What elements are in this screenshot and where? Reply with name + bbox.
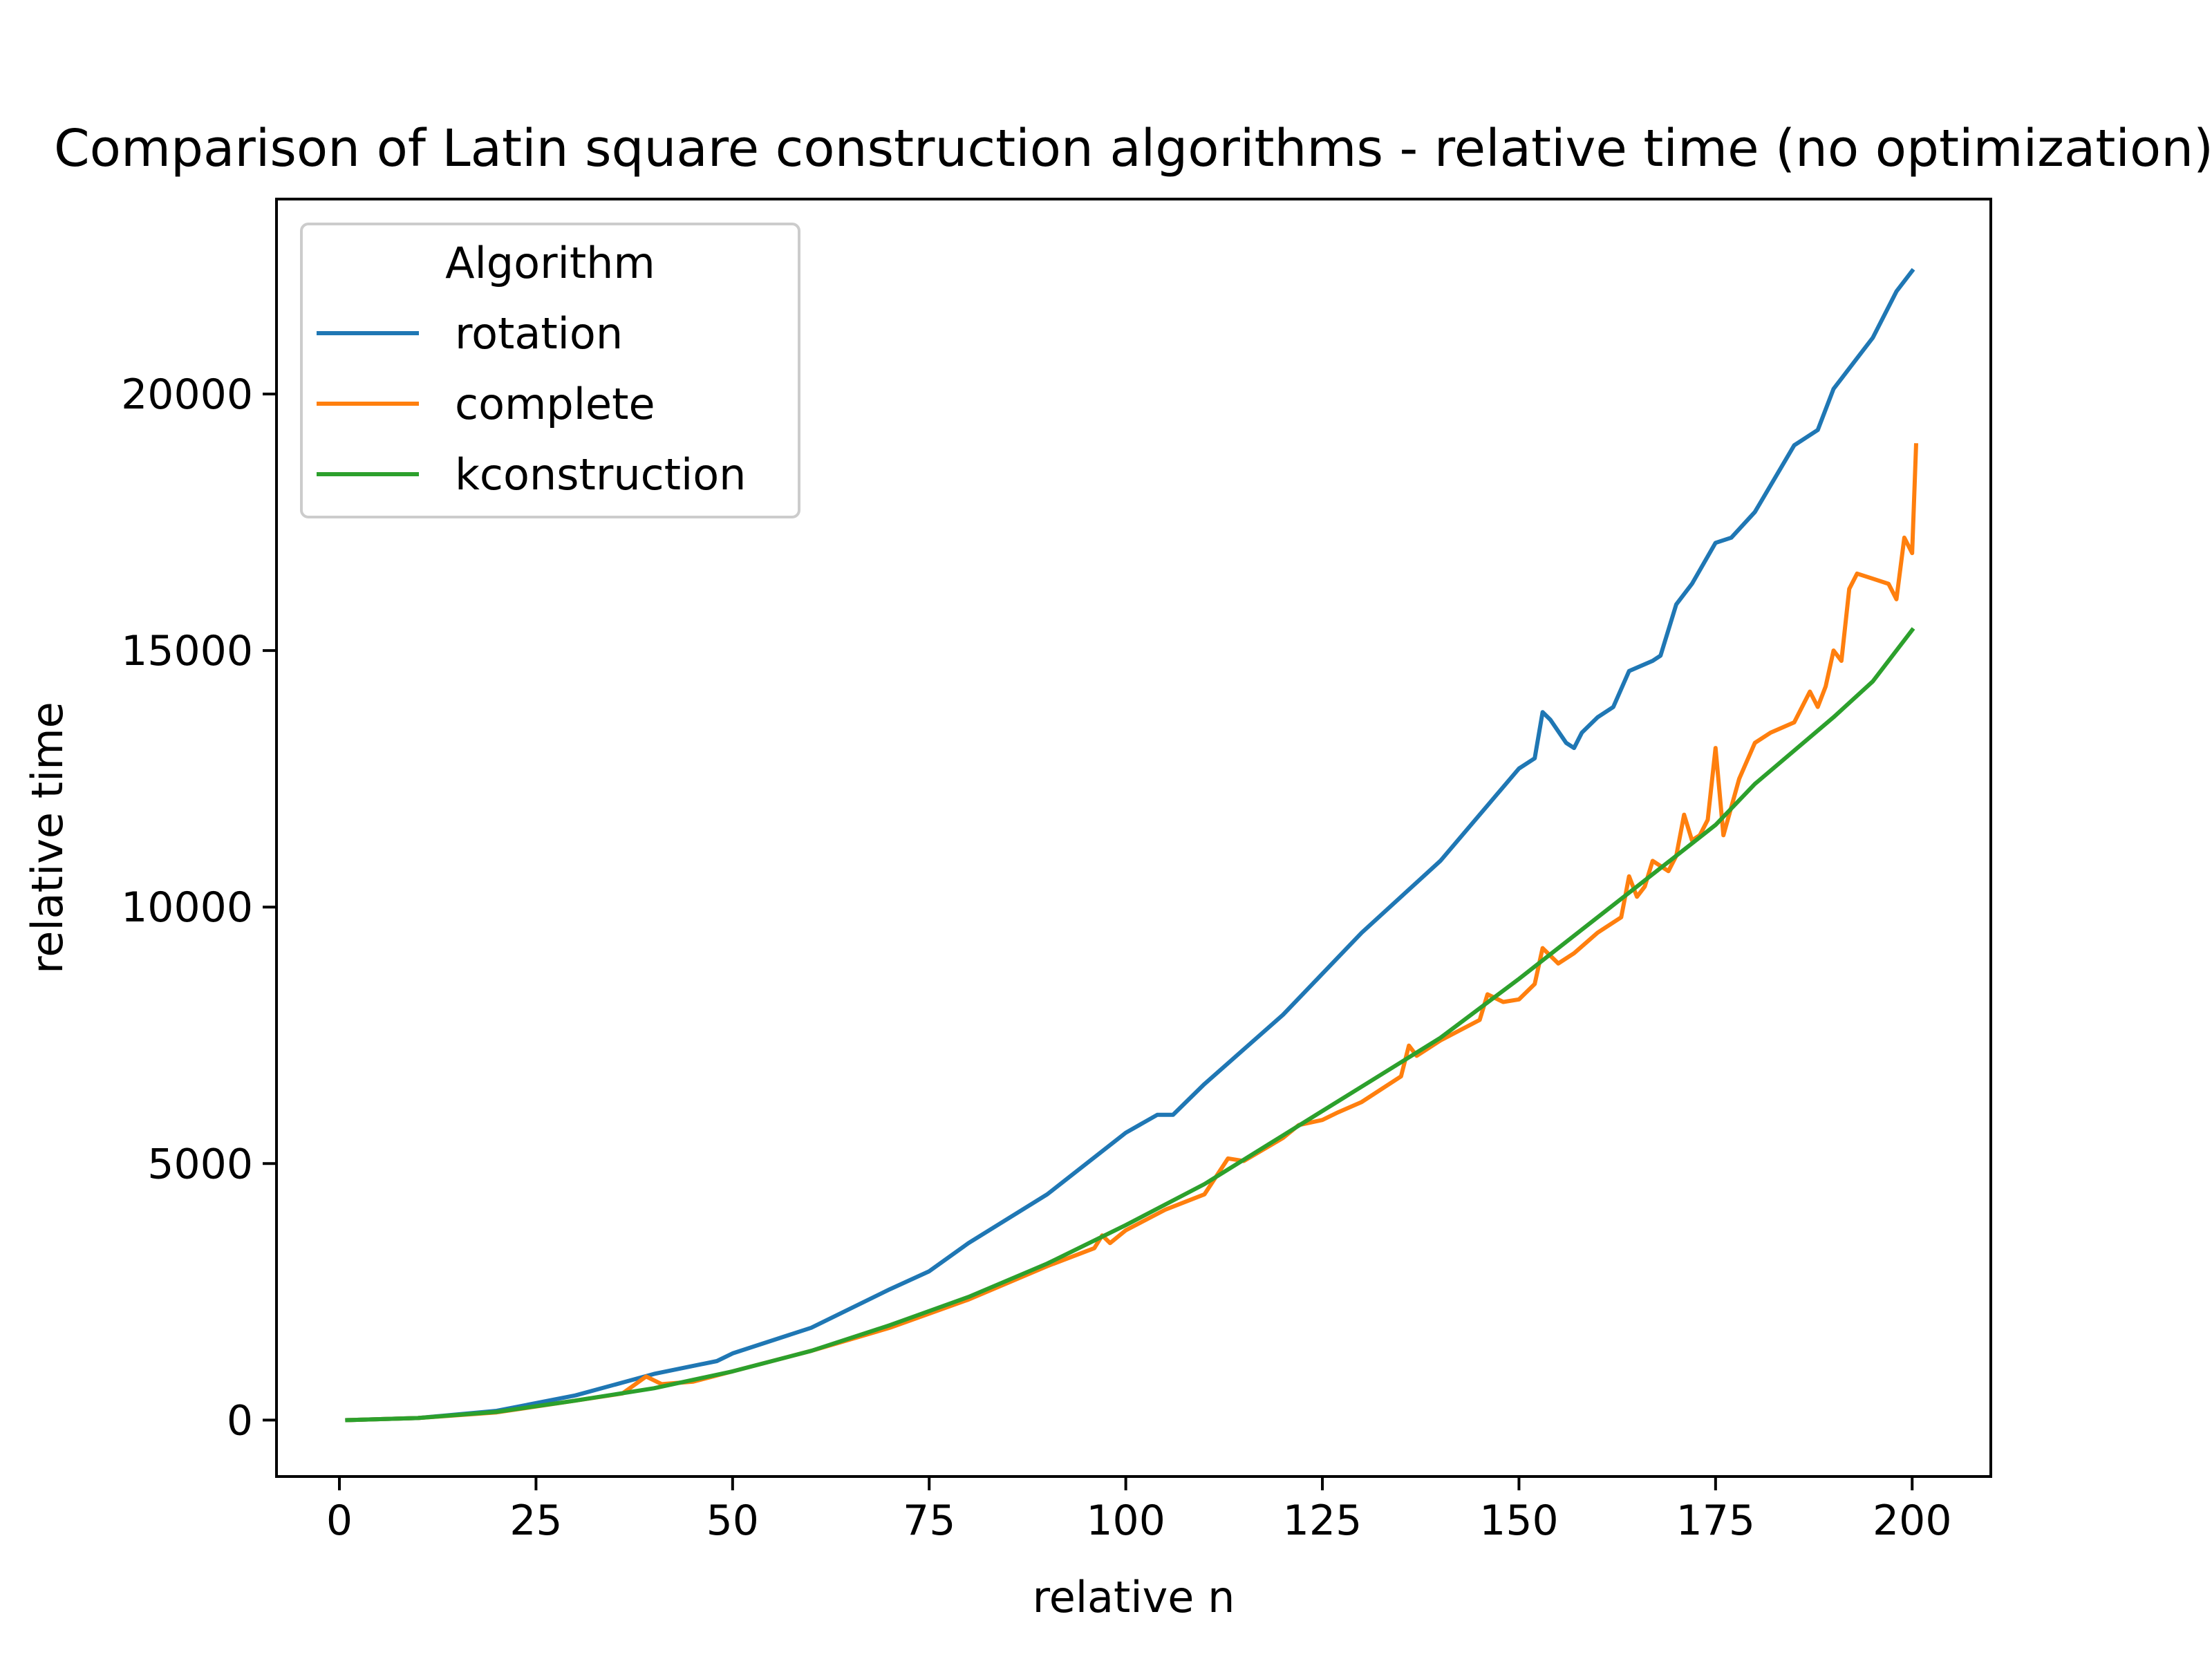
legend-label-rotation: rotation	[455, 308, 623, 359]
x-tick-label: 50	[706, 1497, 759, 1545]
legend-box	[300, 223, 800, 518]
x-tick-label: 75	[903, 1497, 955, 1545]
x-tick-label: 200	[1873, 1497, 1952, 1545]
x-tick-label: 25	[509, 1497, 562, 1545]
chart-title: Comparison of Latin square construction …	[54, 119, 2212, 178]
series-layer	[345, 268, 1919, 1423]
series-line-rotation	[345, 268, 1915, 1423]
x-tick-label: 150	[1479, 1497, 1559, 1545]
x-tick-label: 100	[1086, 1497, 1165, 1545]
y-tick-label: 5000	[147, 1140, 253, 1188]
y-tick-label: 15000	[121, 627, 253, 675]
legend: Algorithm rotation complete kconstruction	[300, 223, 800, 518]
series-line-complete	[345, 443, 1919, 1423]
legend-label-complete: complete	[455, 379, 655, 429]
y-axis-label: relative time	[22, 702, 73, 974]
y-tick-label: 0	[227, 1396, 253, 1445]
x-axis-label: relative n	[1033, 1572, 1235, 1622]
legend-items: rotation complete kconstruction	[317, 308, 746, 500]
x-tick-label: 0	[326, 1497, 353, 1545]
series-line-kconstruction	[345, 627, 1915, 1423]
y-tick-label: 20000	[121, 371, 253, 419]
x-axis-ticks: 0 25 50 75 100 125 150 175 200	[326, 1477, 1952, 1545]
y-tick-label: 10000	[121, 883, 253, 932]
legend-title: Algorithm	[445, 238, 655, 288]
y-axis-ticks: 0 5000 10000 15000 20000	[121, 371, 276, 1445]
x-tick-label: 175	[1676, 1497, 1756, 1545]
legend-label-kconstruction: kconstruction	[455, 449, 746, 500]
plot-area-frame	[275, 198, 1992, 1478]
x-tick-label: 125	[1283, 1497, 1362, 1545]
